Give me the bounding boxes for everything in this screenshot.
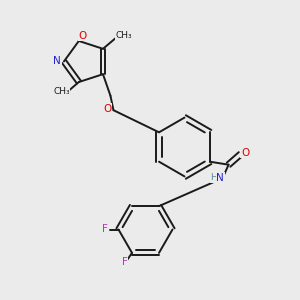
- Text: CH₃: CH₃: [53, 87, 70, 96]
- Text: F: F: [122, 257, 128, 268]
- Text: F: F: [102, 224, 108, 235]
- Text: N: N: [53, 56, 61, 66]
- Text: N: N: [216, 172, 224, 183]
- Text: O: O: [241, 148, 249, 158]
- Text: O: O: [78, 31, 87, 40]
- Text: H: H: [210, 173, 217, 182]
- Text: CH₃: CH₃: [116, 31, 132, 40]
- Text: O: O: [103, 104, 112, 114]
